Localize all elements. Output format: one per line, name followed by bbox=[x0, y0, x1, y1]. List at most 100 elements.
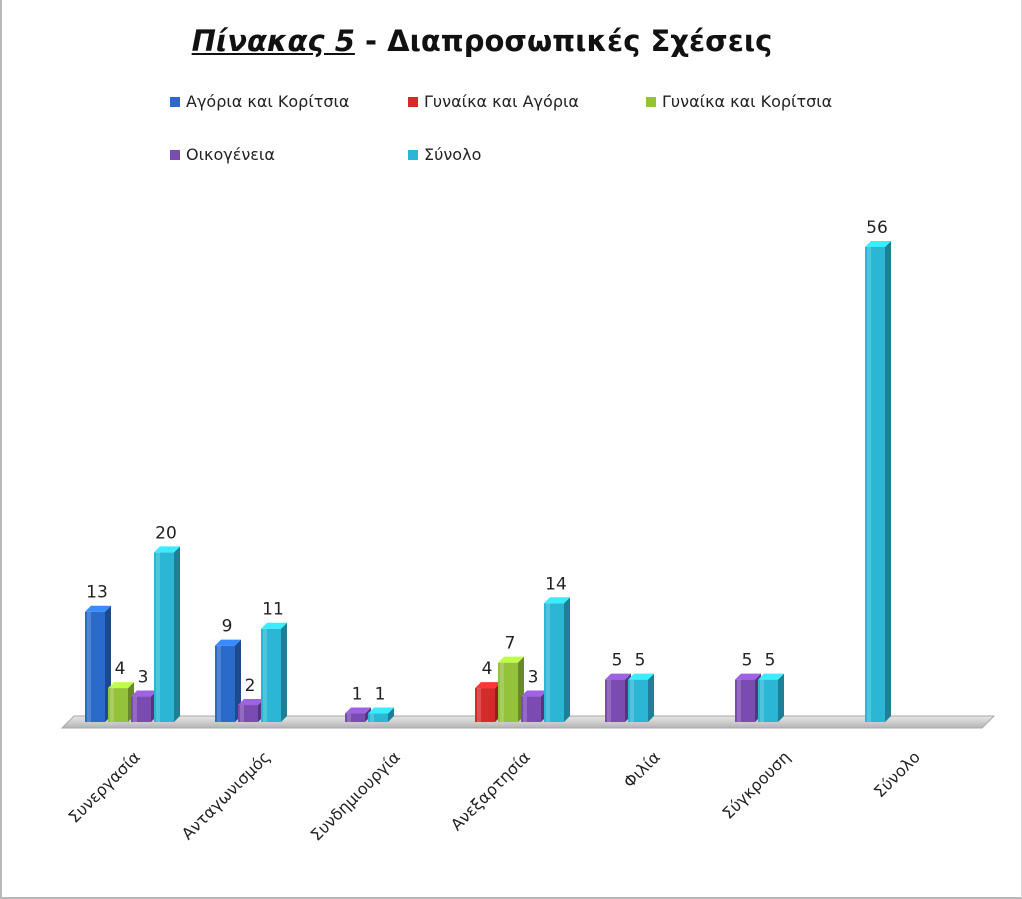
data-label: 5 bbox=[742, 651, 753, 671]
bar-top bbox=[628, 673, 654, 680]
bar bbox=[85, 605, 111, 722]
legend-swatch bbox=[408, 149, 418, 160]
chart-title-suffix: - Διαπροσωπικές Σχέσεις bbox=[365, 24, 773, 58]
legend-item-boys-girls: Αγόρια και Κορίτσια bbox=[170, 92, 349, 111]
legend-swatch bbox=[646, 96, 656, 107]
legend-label: Γυναίκα και Κορίτσια bbox=[662, 92, 833, 111]
bar-top bbox=[215, 639, 241, 646]
bar bbox=[758, 673, 784, 722]
bar-side bbox=[778, 673, 784, 722]
data-label: 4 bbox=[482, 659, 493, 679]
legend-swatch bbox=[170, 96, 180, 107]
legend-item-woman-boys: Γυναίκα και Αγόρια bbox=[408, 92, 579, 111]
category-label: Σύνολο bbox=[870, 747, 924, 801]
bar bbox=[238, 699, 264, 722]
category-label: Συνδημιουργία bbox=[307, 747, 404, 844]
category-label: Συνεργασία bbox=[64, 747, 143, 826]
bar-side bbox=[174, 546, 180, 722]
data-label: 5 bbox=[612, 651, 623, 671]
bar-front bbox=[498, 662, 518, 722]
bar-top bbox=[735, 673, 761, 680]
bar-front bbox=[345, 713, 365, 722]
chart-legend: Αγόρια και Κορίτσια Γυναίκα και Αγόρια Γ… bbox=[170, 92, 910, 172]
bar-front bbox=[131, 696, 151, 722]
data-label: 56 bbox=[866, 218, 888, 238]
bar bbox=[108, 682, 134, 722]
category-label: Ανεξαρτησία bbox=[447, 747, 534, 834]
bar bbox=[735, 673, 761, 722]
bar-highlight bbox=[347, 713, 351, 722]
bar-front bbox=[521, 696, 541, 722]
bar-highlight bbox=[156, 552, 160, 722]
bar bbox=[215, 639, 241, 722]
chart-title-main: Πίνακας 5 bbox=[191, 24, 355, 58]
bar-top bbox=[544, 597, 570, 604]
bar-side bbox=[388, 707, 394, 722]
bar-front bbox=[735, 679, 755, 722]
legend-label: Οικογένεια bbox=[186, 145, 275, 164]
bar-front bbox=[605, 679, 625, 722]
bar bbox=[628, 673, 654, 722]
bar-highlight bbox=[760, 679, 764, 722]
legend-swatch bbox=[408, 96, 418, 107]
bar-top bbox=[521, 690, 547, 697]
category-label: Σύγκρουση bbox=[718, 747, 793, 822]
bar-front bbox=[85, 611, 105, 722]
bar-side bbox=[281, 622, 287, 722]
bar-front bbox=[215, 645, 235, 722]
bar-top bbox=[85, 605, 111, 612]
bar-front bbox=[475, 688, 495, 722]
data-label: 9 bbox=[222, 617, 233, 637]
bar bbox=[605, 673, 631, 722]
bar-highlight bbox=[737, 679, 741, 722]
bar-front bbox=[261, 628, 281, 722]
data-label: 4 bbox=[115, 659, 126, 679]
bar bbox=[475, 682, 501, 722]
bar-top bbox=[498, 656, 524, 663]
bar-top bbox=[108, 682, 134, 689]
bar-side bbox=[648, 673, 654, 722]
bar-side bbox=[235, 639, 241, 722]
legend-item-family: Οικογένεια bbox=[170, 145, 275, 164]
bar-front bbox=[758, 679, 778, 722]
bar bbox=[521, 690, 547, 722]
bar-top bbox=[758, 673, 784, 680]
bar-top bbox=[154, 546, 180, 553]
bar-front bbox=[544, 603, 564, 722]
bar-side bbox=[885, 241, 891, 722]
bar bbox=[368, 707, 394, 722]
data-label: 1 bbox=[375, 685, 386, 705]
bar-highlight bbox=[133, 696, 137, 722]
legend-item-woman-girls: Γυναίκα και Κορίτσια bbox=[646, 92, 832, 111]
category-label: Φιλία bbox=[620, 747, 664, 791]
bar-highlight bbox=[500, 662, 504, 722]
bar-top bbox=[261, 622, 287, 629]
bars-layer bbox=[85, 241, 891, 722]
data-label: 14 bbox=[545, 574, 567, 594]
legend-label: Αγόρια και Κορίτσια bbox=[186, 92, 350, 111]
bar-highlight bbox=[370, 713, 374, 722]
bar-highlight bbox=[546, 603, 550, 722]
data-label: 3 bbox=[528, 668, 539, 688]
bar-highlight bbox=[607, 679, 611, 722]
bar-top bbox=[475, 682, 501, 689]
category-labels-layer: Συνεργασία Ανταγωνισμός Συνδημιουργία Ανεξα… bbox=[64, 747, 923, 844]
legend-label: Γυναίκα και Αγόρια bbox=[424, 92, 579, 111]
data-label: 3 bbox=[138, 668, 149, 688]
bar-highlight bbox=[110, 688, 114, 722]
bar-highlight bbox=[867, 247, 871, 722]
bar-highlight bbox=[87, 611, 91, 722]
bar bbox=[498, 656, 524, 722]
data-label: 5 bbox=[635, 651, 646, 671]
chart-title: Πίνακας 5 - Διαπροσωπικές Σχέσεις bbox=[2, 24, 962, 58]
bar-top bbox=[131, 690, 157, 697]
data-label: 20 bbox=[155, 523, 177, 543]
bar-highlight bbox=[630, 679, 634, 722]
bar bbox=[154, 546, 180, 722]
bar-top bbox=[865, 241, 891, 247]
legend-swatch bbox=[170, 149, 180, 160]
bar-front bbox=[108, 688, 128, 722]
